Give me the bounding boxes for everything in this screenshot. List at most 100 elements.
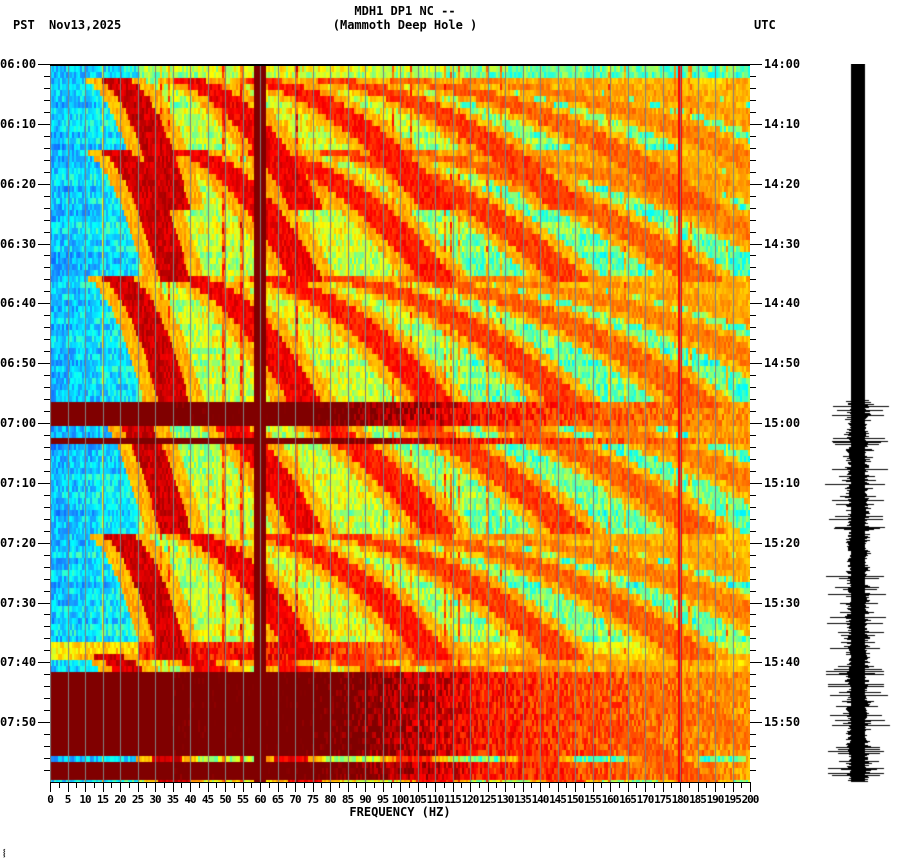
y-tick: [750, 124, 762, 125]
x-tick: [444, 782, 445, 788]
y-tick-label-left: 06:40: [0, 296, 37, 310]
y-tick: [750, 591, 756, 592]
y-tick-label-left: 06:00: [0, 57, 37, 71]
x-tick-label: 180: [671, 793, 690, 806]
x-tick: [663, 782, 664, 792]
y-tick: [750, 184, 762, 185]
x-tick-label: 195: [724, 793, 742, 806]
x-axis-title: FREQUENCY (HZ): [349, 805, 451, 819]
x-tick: [435, 782, 436, 792]
y-tick: [44, 447, 50, 448]
x-tick: [724, 782, 725, 788]
y-tick: [38, 543, 50, 544]
y-tick-label-left: 07:10: [0, 476, 37, 490]
y-tick-label-right: 14:50: [764, 356, 801, 370]
y-tick: [750, 112, 756, 113]
y-tick-label-right: 15:50: [764, 715, 801, 729]
x-tick-label: 30: [149, 793, 161, 806]
x-tick: [356, 782, 357, 788]
x-tick: [671, 782, 672, 788]
x-tick: [164, 782, 165, 788]
y-tick: [44, 638, 50, 639]
y-tick-label-left: 06:10: [0, 117, 37, 131]
x-tick-label: 75: [306, 793, 319, 806]
x-tick-label: 15: [96, 793, 109, 806]
x-tick: [628, 782, 629, 792]
spectrogram-plot: [50, 64, 750, 782]
y-tick: [750, 614, 756, 615]
y-tick: [750, 339, 756, 340]
x-tick: [76, 782, 77, 788]
y-tick: [750, 76, 756, 77]
y-tick: [44, 579, 50, 580]
x-tick-label: 100: [391, 793, 410, 806]
y-tick: [44, 519, 50, 520]
y-tick: [750, 255, 756, 256]
x-tick: [549, 782, 550, 788]
y-tick: [38, 64, 50, 65]
y-tick: [750, 555, 756, 556]
y-tick: [44, 614, 50, 615]
y-tick: [44, 495, 50, 496]
y-tick: [44, 591, 50, 592]
y-tick: [44, 555, 50, 556]
x-tick: [295, 782, 296, 792]
y-tick: [750, 375, 756, 376]
y-tick: [44, 375, 50, 376]
x-tick: [59, 782, 60, 788]
x-tick: [610, 782, 611, 792]
station-title: MDH1 DP1 NC --: [354, 4, 456, 18]
y-tick: [44, 567, 50, 568]
y-tick-label-right: 14:20: [764, 177, 801, 191]
x-tick-label: 55: [236, 793, 249, 806]
x-tick-label: 65: [271, 793, 284, 806]
x-tick: [523, 782, 524, 792]
x-tick: [575, 782, 576, 792]
y-tick: [750, 136, 756, 137]
y-tick: [44, 160, 50, 161]
y-tick: [38, 124, 50, 125]
x-tick-label: 50: [219, 793, 231, 806]
x-tick: [400, 782, 401, 792]
x-tick: [243, 782, 244, 792]
x-tick: [593, 782, 594, 792]
y-tick: [44, 387, 50, 388]
x-tick: [129, 782, 130, 788]
x-tick: [216, 782, 217, 788]
x-tick-label: 20: [114, 793, 126, 806]
y-tick: [750, 710, 756, 711]
x-tick-label: 35: [166, 793, 179, 806]
y-tick-label-left: 06:50: [0, 356, 37, 370]
x-tick: [636, 782, 637, 788]
x-tick-label: 105: [409, 793, 427, 806]
y-tick-label-left: 07:00: [0, 416, 37, 430]
x-tick: [138, 782, 139, 792]
x-tick: [733, 782, 734, 792]
x-tick-label: 110: [426, 793, 445, 806]
x-tick: [85, 782, 86, 792]
y-tick: [44, 734, 50, 735]
y-tick-label-right: 14:30: [764, 237, 801, 251]
y-tick: [750, 746, 756, 747]
y-tick: [44, 255, 50, 256]
y-tick: [750, 303, 762, 304]
y-tick: [44, 435, 50, 436]
y-tick: [750, 148, 756, 149]
y-tick: [750, 543, 762, 544]
x-tick: [698, 782, 699, 792]
y-tick: [750, 674, 756, 675]
x-tick: [715, 782, 716, 792]
y-tick-label-left: 07:40: [0, 655, 37, 669]
y-tick-label-left: 06:30: [0, 237, 37, 251]
y-tick-label-right: 15:20: [764, 536, 801, 550]
x-tick-label: 160: [601, 793, 620, 806]
y-tick: [44, 76, 50, 77]
x-tick-label: 85: [341, 793, 354, 806]
x-tick: [418, 782, 419, 792]
x-tick-label: 175: [654, 793, 672, 806]
y-tick: [750, 471, 756, 472]
y-tick-label-left: 06:20: [0, 177, 37, 191]
y-tick: [44, 208, 50, 209]
y-tick: [750, 88, 756, 89]
y-tick: [750, 291, 756, 292]
